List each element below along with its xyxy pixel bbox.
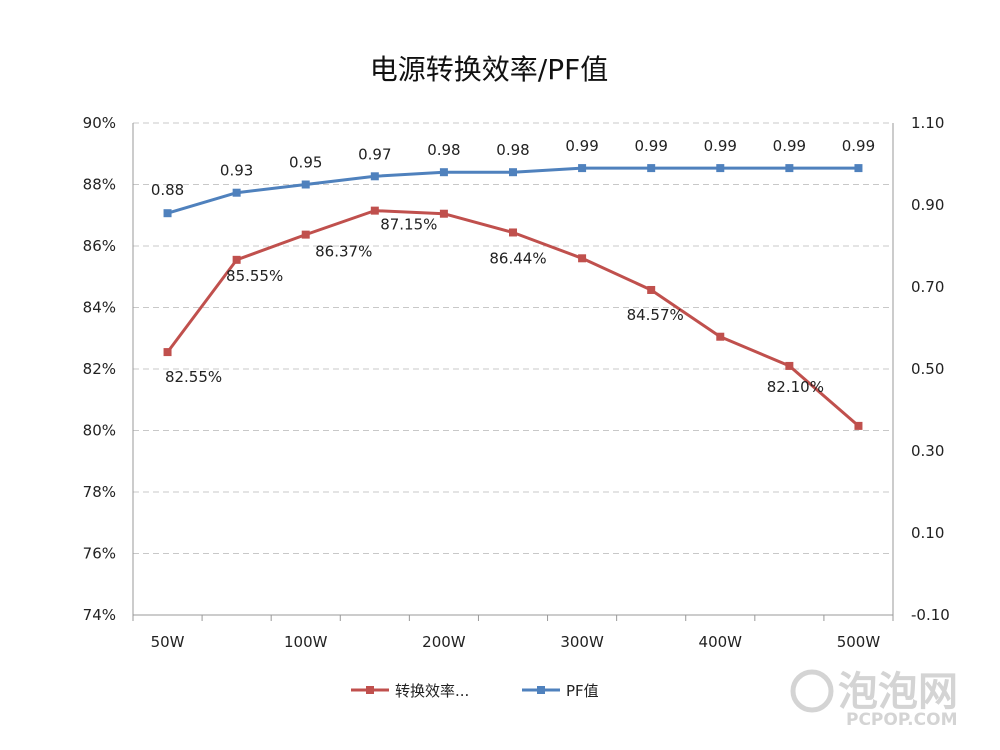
series-line-efficiency <box>166 209 860 428</box>
data-point <box>301 230 310 239</box>
y-left-tick-label: 76% <box>83 545 116 563</box>
data-label: 0.99 <box>634 137 667 155</box>
y-left-tick-label: 82% <box>83 360 116 378</box>
y-right-tick-label: 1.10 <box>911 114 944 132</box>
y-left-tick-label: 84% <box>83 299 116 317</box>
x-tick-label: 200W <box>422 633 466 651</box>
watermark-site: PCPOP.COM <box>846 710 958 730</box>
series-layer <box>163 164 863 430</box>
x-tick-label: 400W <box>699 633 743 651</box>
data-label: 87.15% <box>380 216 437 234</box>
y-axis-right: 1.10 0.90 0.70 0.50 0.30 0.10 -0.10 <box>911 114 950 624</box>
data-label: 86.44% <box>489 249 546 267</box>
data-label: 0.95 <box>289 154 322 172</box>
y-left-tick-label: 90% <box>83 114 116 132</box>
chart-title: 电源转换效率/PF值 <box>370 53 608 86</box>
y-right-tick-label: 0.70 <box>911 278 944 296</box>
data-label: 82.10% <box>767 378 824 396</box>
legend-marker <box>537 686 545 694</box>
y-right-tick-label: -0.10 <box>911 606 950 624</box>
legend-item-efficiency: 转换效率... <box>351 682 469 700</box>
legend-label: 转换效率... <box>395 682 469 700</box>
y-axis-left: 90% 88% 86% 84% 82% 80% 78% 76% 74% <box>83 114 116 624</box>
data-point <box>716 332 725 341</box>
legend-label: PF值 <box>566 682 599 700</box>
legend-marker <box>366 686 374 694</box>
data-point <box>854 164 863 173</box>
data-point <box>163 209 172 218</box>
data-point <box>785 361 794 370</box>
data-point <box>163 348 172 357</box>
axes <box>132 123 894 621</box>
data-label: 85.55% <box>226 267 283 285</box>
x-tick-label: 500W <box>837 633 881 651</box>
legend: 转换效率... PF值 <box>351 682 599 700</box>
watermark-logo-text: 泡泡网 <box>838 669 958 715</box>
grid <box>133 122 893 554</box>
x-tick-label: 300W <box>560 633 604 651</box>
data-label: 82.55% <box>165 368 222 386</box>
data-point <box>301 180 310 189</box>
y-left-tick-label: 86% <box>83 237 116 255</box>
data-point <box>370 206 379 215</box>
y-left-tick-label: 88% <box>83 176 116 194</box>
y-left-tick-label: 80% <box>83 422 116 440</box>
data-label: 0.99 <box>565 137 598 155</box>
data-point <box>578 164 587 173</box>
data-label: 0.99 <box>704 137 737 155</box>
data-label: 0.99 <box>842 137 875 155</box>
data-label: 0.99 <box>773 137 806 155</box>
y-left-tick-label: 74% <box>83 606 116 624</box>
y-right-tick-label: 0.50 <box>911 360 944 378</box>
x-axis: 50W 100W 200W 300W 400W 500W <box>151 633 881 651</box>
data-label: 0.98 <box>496 141 529 159</box>
data-point <box>509 168 517 177</box>
data-point <box>439 209 448 218</box>
watermark-logo: 泡泡网 PCPOP.COM <box>790 669 958 730</box>
x-tick-label: 50W <box>151 633 185 651</box>
data-point <box>854 421 863 430</box>
y-right-tick-label: 0.90 <box>911 196 944 214</box>
data-label: 84.57% <box>627 306 684 324</box>
data-point <box>578 254 587 263</box>
data-label: 0.97 <box>358 145 391 163</box>
watermark-logo-icon <box>790 669 834 713</box>
y-right-tick-label: 0.10 <box>911 524 944 542</box>
x-tick-label: 100W <box>284 633 328 651</box>
data-label: 86.37% <box>315 243 372 261</box>
legend-item-pf: PF值 <box>522 682 599 700</box>
data-label: 0.98 <box>427 141 460 159</box>
data-point <box>439 168 448 177</box>
data-point <box>370 172 379 181</box>
data-point <box>716 164 725 173</box>
data-labels: 82.55% 85.55% 86.37% 87.15% 86.44% 84.57% 82.1… <box>151 137 875 396</box>
y-right-tick-label: 0.30 <box>911 442 944 460</box>
data-point <box>647 164 656 173</box>
data-point <box>232 255 241 264</box>
y-left-tick-label: 78% <box>83 483 116 501</box>
data-point <box>785 164 794 173</box>
data-point <box>232 188 241 197</box>
data-label: 0.88 <box>151 181 184 199</box>
data-point <box>509 228 517 237</box>
data-point <box>647 285 656 294</box>
data-label: 0.93 <box>220 162 253 180</box>
